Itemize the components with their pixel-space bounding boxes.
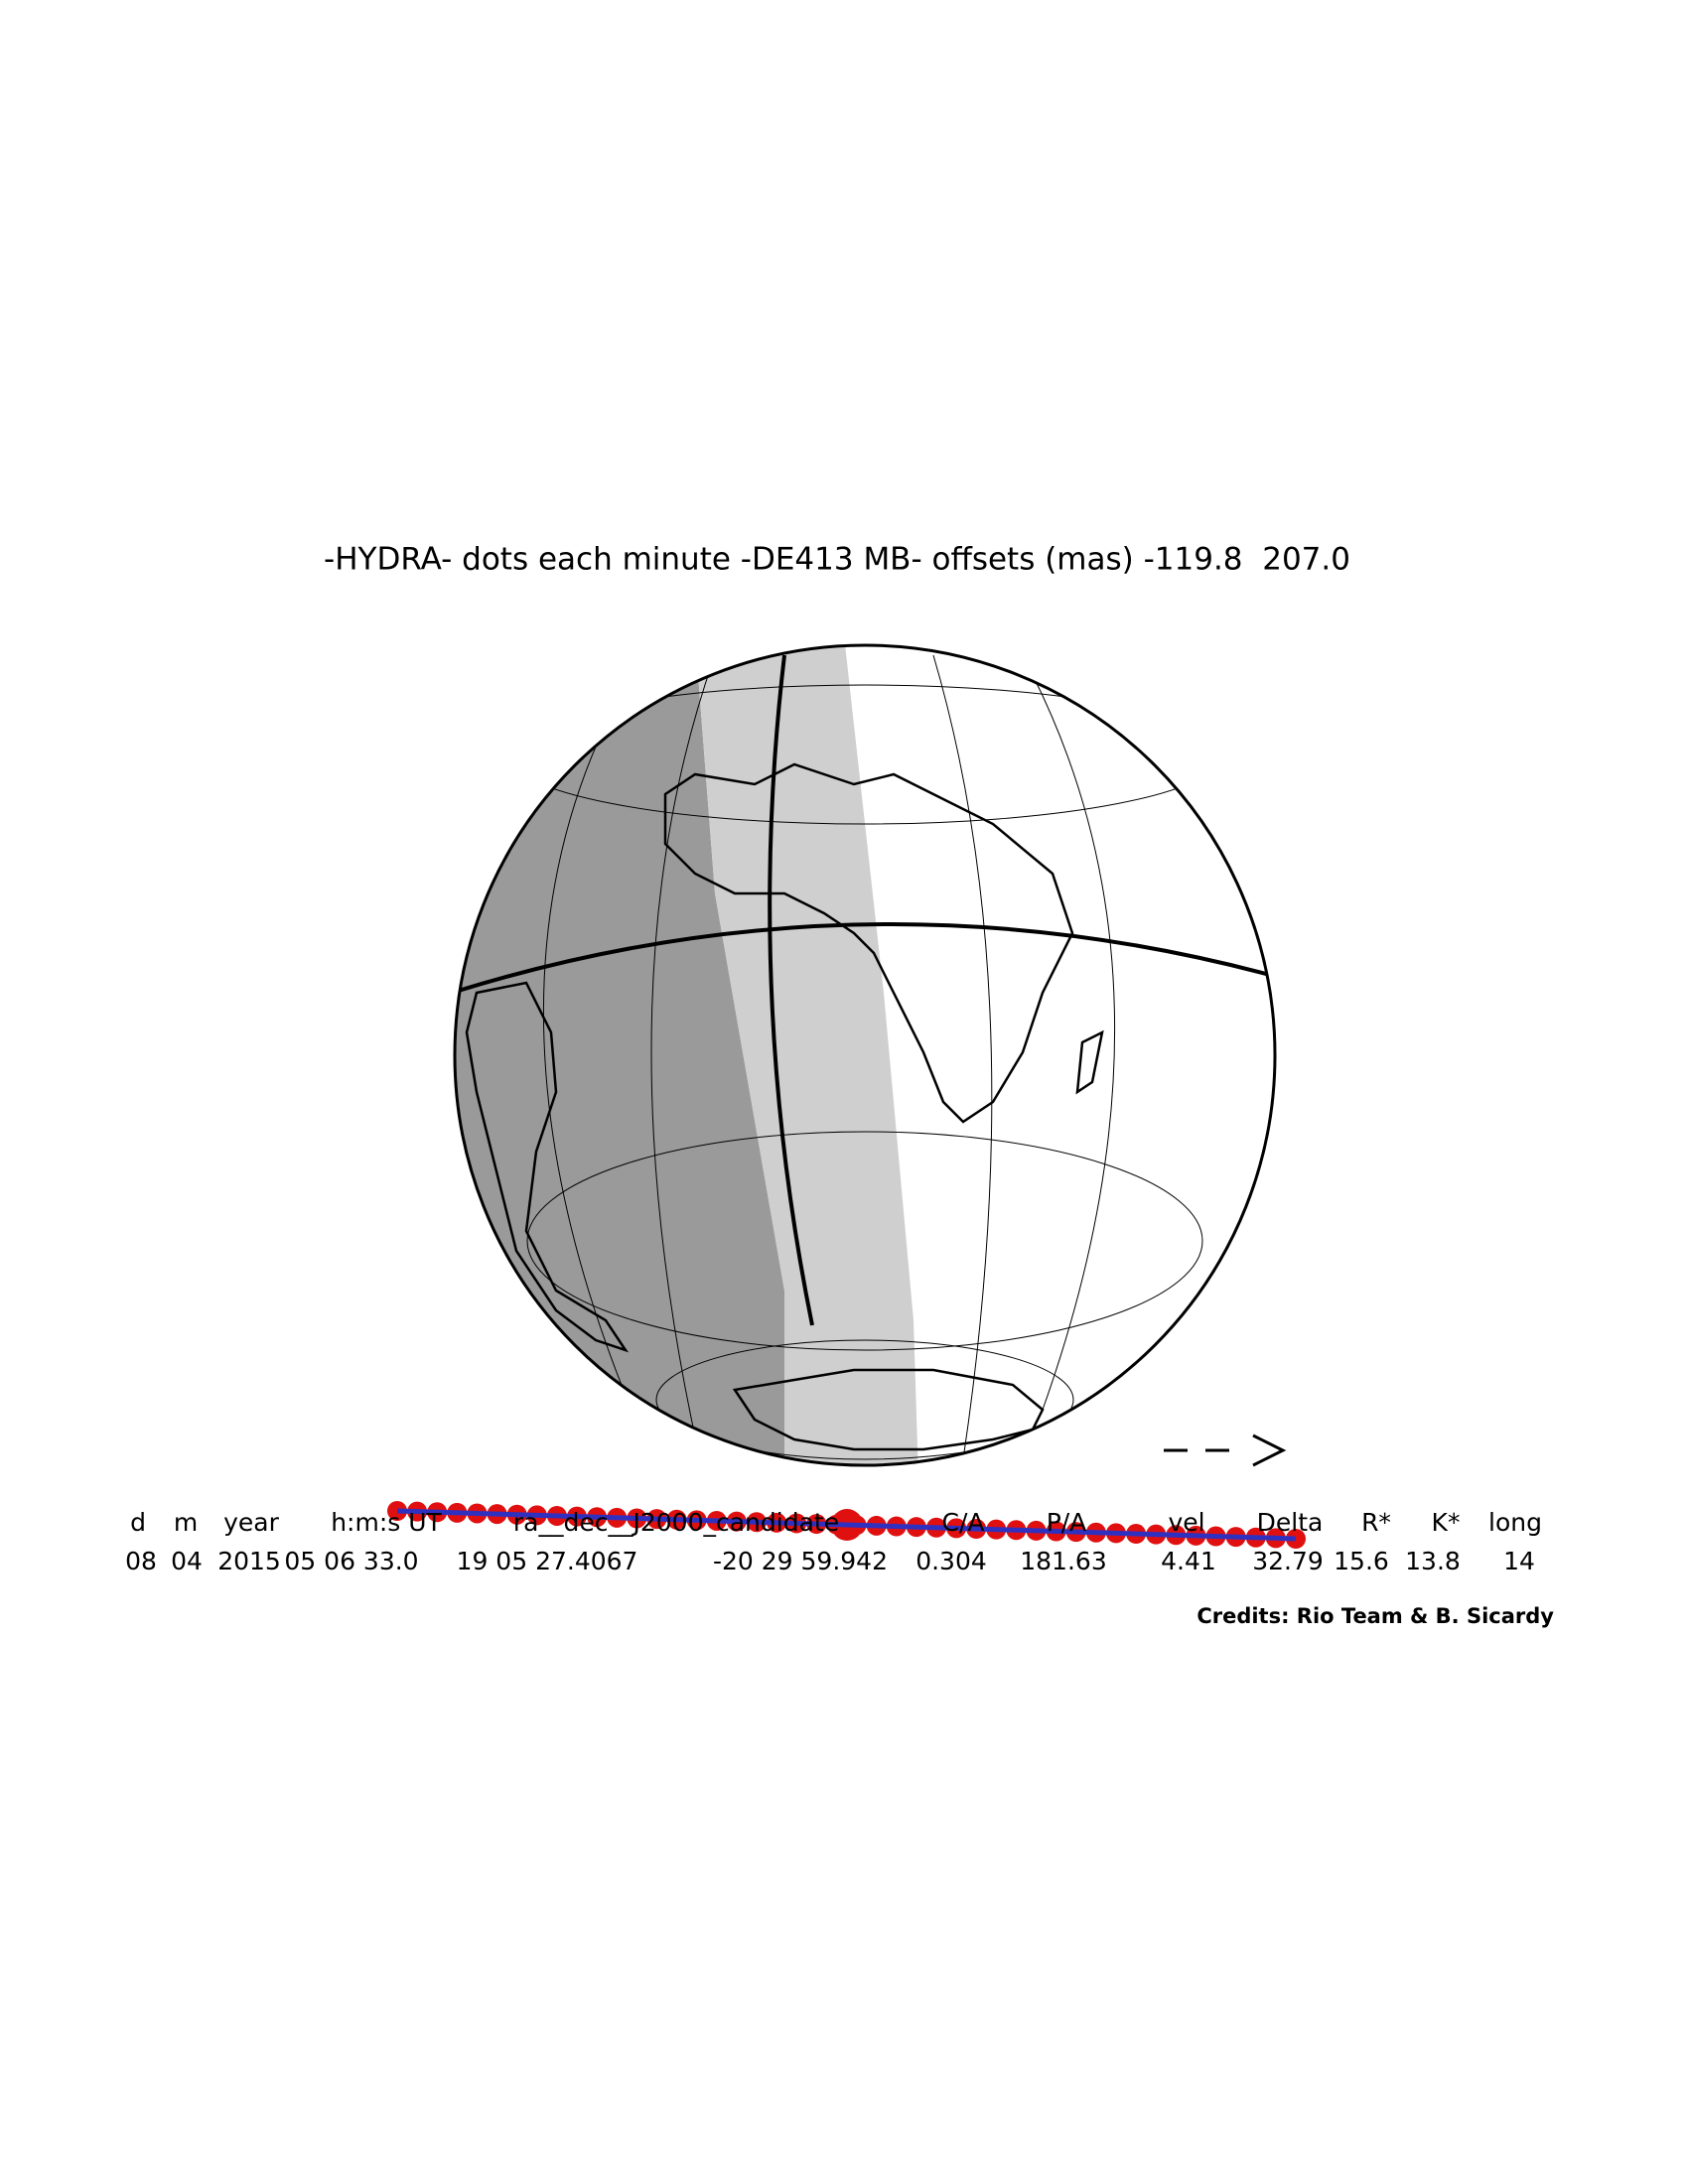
table-value: 14 bbox=[1503, 1547, 1535, 1575]
direction-arrow bbox=[1164, 1433, 1287, 1467]
track bbox=[387, 1501, 1306, 1549]
table-header: P/A bbox=[1047, 1508, 1087, 1537]
central-line bbox=[768, 654, 814, 1326]
equator bbox=[455, 922, 1275, 995]
table-header: vel bbox=[1168, 1508, 1204, 1537]
info-table: d m year h:m:s UT ra__dec__J2000_candidate C/… bbox=[125, 1508, 1542, 1575]
table-header: m bbox=[174, 1508, 198, 1537]
table-header: year bbox=[223, 1508, 279, 1537]
table-header: C/A bbox=[942, 1508, 985, 1537]
table-value: 04 bbox=[171, 1547, 203, 1575]
table-header: K* bbox=[1432, 1508, 1461, 1537]
table-header: long bbox=[1488, 1508, 1542, 1537]
table-header: R* bbox=[1361, 1508, 1391, 1537]
title: -HYDRA- dots each minute -DE413 MB- offs… bbox=[324, 542, 1350, 578]
table-value: 181.63 bbox=[1020, 1547, 1106, 1575]
table-value: 08 bbox=[125, 1547, 157, 1575]
table-header: d bbox=[130, 1508, 146, 1537]
table-value: 15.6 bbox=[1334, 1547, 1389, 1575]
table-value: 2015 bbox=[217, 1547, 281, 1575]
table-value: 32.79 bbox=[1252, 1547, 1324, 1575]
night-zone bbox=[455, 645, 784, 1465]
credits: Credits: Rio Team & B. Sicardy bbox=[1196, 1604, 1554, 1628]
table-value: 05 06 33.0 bbox=[284, 1547, 418, 1575]
table-header: h:m:s UT bbox=[331, 1508, 442, 1537]
track-line bbox=[396, 1508, 1297, 1542]
globe bbox=[453, 643, 1277, 1467]
table-value: -20 29 59.942 bbox=[713, 1547, 888, 1575]
globe-outline bbox=[453, 643, 1277, 1467]
table-header: Delta bbox=[1257, 1508, 1324, 1537]
table-header: ra__dec__J2000_candidate bbox=[513, 1508, 839, 1537]
table-value: 0.304 bbox=[915, 1547, 987, 1575]
table-value: 4.41 bbox=[1161, 1547, 1216, 1575]
table-value: 19 05 27.4067 bbox=[457, 1547, 638, 1575]
twilight-zone bbox=[695, 645, 918, 1465]
table-value: 13.8 bbox=[1405, 1547, 1461, 1575]
